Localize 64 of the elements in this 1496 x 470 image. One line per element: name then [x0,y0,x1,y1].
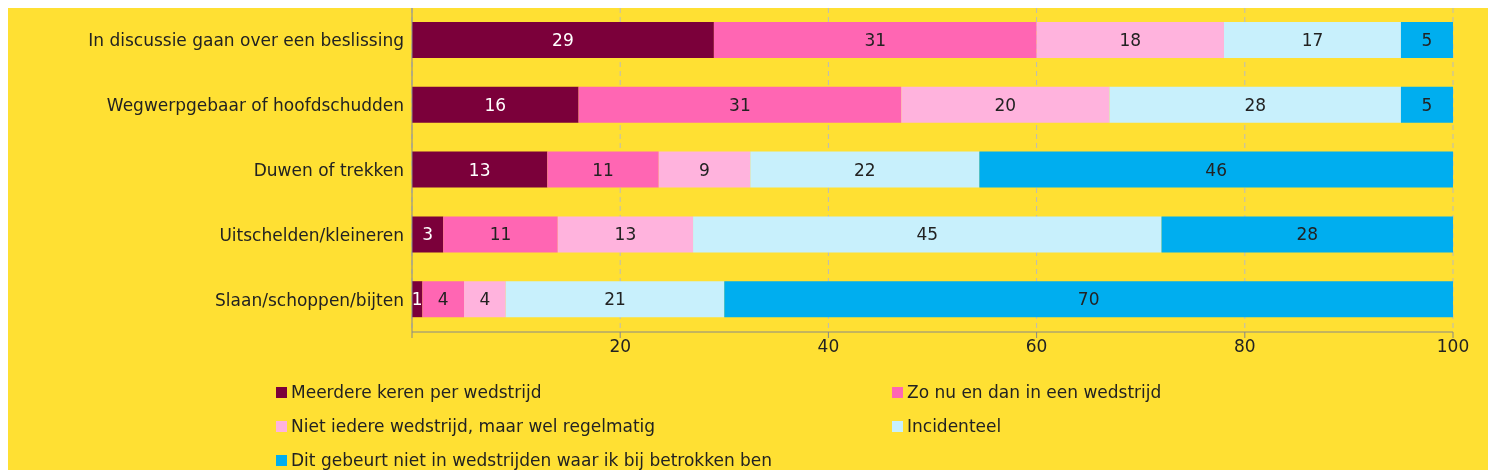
data-label: 4 [479,289,491,310]
bar [1036,22,1224,58]
legend-label: Dit gebeurt niet in wedstrijden waar ik bij betrokken ben [291,450,773,470]
bar [1400,86,1453,123]
data-label: 20 [994,94,1017,115]
bar [658,151,751,188]
data-label: 9 [699,159,710,180]
data-label: 3 [422,224,434,245]
bar [505,281,725,318]
legend-label: Niet iedere wedstrijd, maar wel regelmatig [291,416,656,436]
bar [979,151,1453,188]
data-label: 45 [916,224,939,245]
bar [1109,86,1401,123]
bar [557,216,694,253]
bar [422,281,465,318]
bar [412,86,579,123]
y-tick-label: Duwen of trekken [253,160,404,181]
y-tick-label: In discussie gaan over een beslissing [88,30,404,51]
bar [464,281,506,318]
data-label: 31 [729,94,751,115]
data-label: 28 [1296,224,1319,245]
data-label: 17 [1301,30,1324,50]
y-tick-label: Uitschelden/kleineren [219,224,404,245]
data-label: 31 [864,30,887,50]
legend-label: Meerdere keren per wedstrijd [291,382,542,402]
y-tick-label: Slaan/schoppen/bijten [215,289,404,310]
data-label: 21 [604,289,626,310]
bar [693,216,1162,253]
bar [1400,22,1453,58]
data-label: 11 [489,224,512,245]
data-label: 13 [614,224,637,245]
legend-label: Zo nu en dan in een wedstrijd [907,382,1162,402]
x-tick-label: 60 [1025,336,1048,357]
bar [578,86,902,123]
data-label: 18 [1119,30,1142,50]
x-tick-label: 40 [817,336,840,357]
data-label: 5 [1421,30,1433,50]
bar [1223,22,1401,58]
data-label: 22 [854,159,876,180]
data-label: 13 [468,159,491,180]
bar [713,22,1037,58]
data-label: 46 [1205,159,1227,180]
bar [724,281,1453,318]
data-label: 11 [592,159,614,180]
bar [443,216,558,253]
data-label: 28 [1244,94,1267,115]
x-tick-label: 80 [1233,336,1256,357]
bar [1161,216,1453,253]
data-label: 4 [437,289,449,310]
data-label: 1 [411,289,423,310]
data-label: 70 [1077,289,1100,310]
data-label: 5 [1421,94,1433,115]
x-tick-label: 100 [1436,336,1470,357]
data-label: 16 [484,94,507,115]
y-tick-label: Wegwerpgebaar of hoofdschudden [106,95,404,116]
x-tick-label: 20 [609,336,632,357]
bar [750,151,980,188]
bar [412,151,548,188]
legend-label: Incidenteel [907,416,1002,436]
bar [547,151,659,188]
bar [412,22,714,58]
bar [412,216,444,253]
bar [901,86,1110,123]
data-label: 29 [552,30,574,50]
